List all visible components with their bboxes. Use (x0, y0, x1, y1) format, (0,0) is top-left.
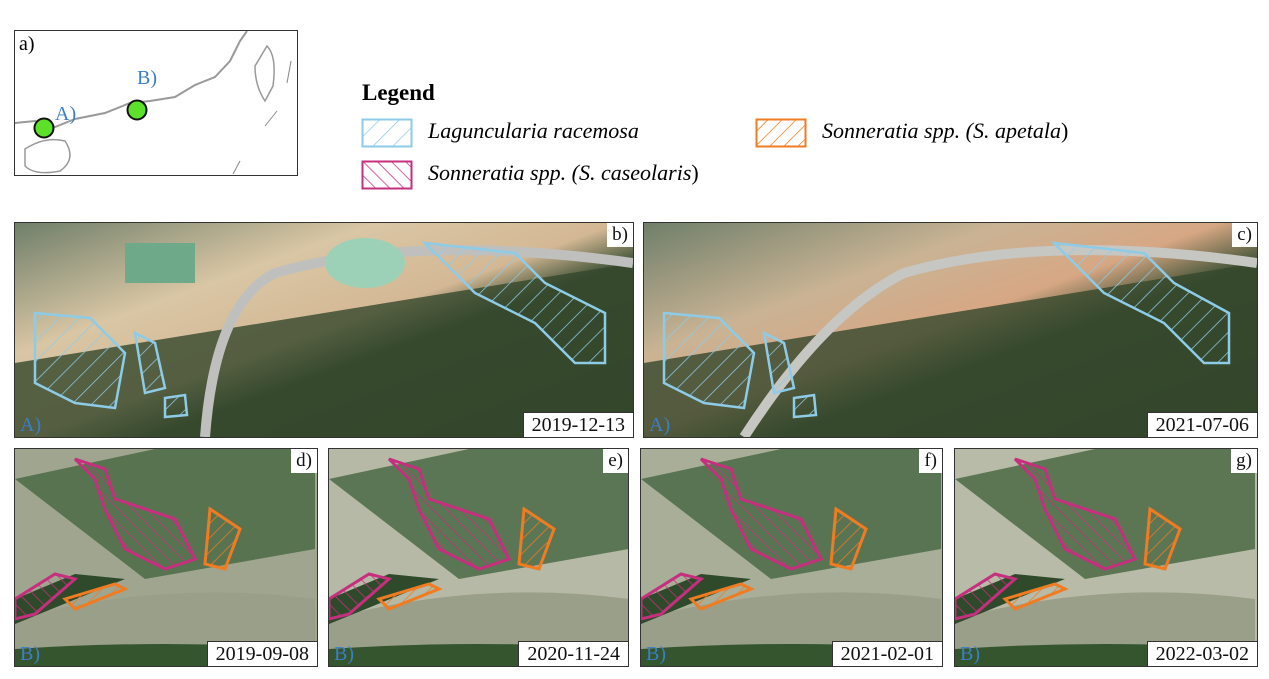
legend-swatch-apetala (755, 118, 807, 148)
panel-label: b) (607, 223, 633, 247)
site-label: A) (20, 414, 42, 436)
satellite-panel-f: f) B) 2021-02-01 (640, 448, 943, 667)
site-label: B) (20, 643, 40, 665)
legend-swatch-caseolaris (361, 160, 413, 190)
site-label: B) (960, 643, 980, 665)
site-a-marker (33, 117, 55, 139)
satellite-panel-b: b) A) 2019-12-13 (14, 222, 634, 438)
satellite-panel-c: c) A) 2021-07-06 (643, 222, 1258, 438)
panel-label: g) (1231, 449, 1257, 473)
date-label: 2022-03-02 (1146, 641, 1257, 666)
inset-map: a) A) B) (14, 30, 298, 176)
panel-label: c) (1232, 223, 1257, 247)
date-label: 2020-11-24 (518, 641, 628, 666)
site-a-label: A) (55, 103, 77, 125)
date-label: 2019-12-13 (522, 412, 633, 437)
legend-label-laguncularia: Laguncularia racemosa (428, 118, 639, 143)
satellite-panel-e: e) B) 2020-11-24 (328, 448, 629, 667)
satellite-panel-d: d) B) 2019-09-08 (14, 448, 318, 667)
satellite-panel-g: g) B) 2022-03-02 (954, 448, 1258, 667)
site-label: B) (646, 643, 666, 665)
legend-label-apetala: Sonneratia spp. (S. apetala) (822, 118, 1069, 143)
site-label: B) (334, 643, 354, 665)
panel-label: f) (919, 449, 942, 473)
legend-title: Legend (362, 80, 435, 105)
site-label: A) (649, 414, 671, 436)
site-b-marker (126, 99, 148, 121)
legend-label-caseolaris: Sonneratia spp. (S. caseolaris) (428, 160, 699, 185)
date-label: 2021-07-06 (1146, 412, 1257, 437)
panel-label: e) (603, 449, 628, 473)
panel-label: d) (291, 449, 317, 473)
coastline-map (14, 30, 292, 175)
site-b-label: B) (137, 67, 157, 89)
date-label: 2019-09-08 (206, 641, 317, 666)
date-label: 2021-02-01 (831, 641, 942, 666)
panel-label: a) (19, 33, 35, 55)
legend-swatch-laguncularia (361, 118, 413, 148)
